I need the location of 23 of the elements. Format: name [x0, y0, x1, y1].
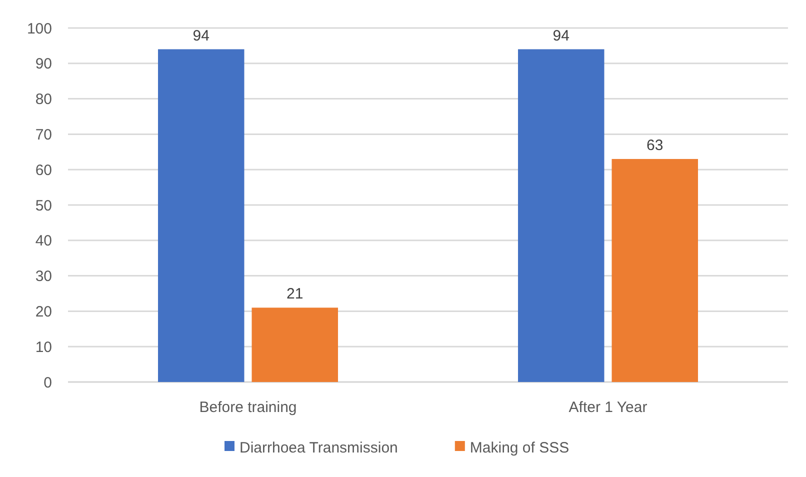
y-tick-label: 0 [44, 374, 52, 392]
y-tick-label: 20 [35, 303, 52, 320]
y-tick-label: 100 [26, 20, 52, 38]
y-tick-label: 50 [35, 197, 52, 214]
bar [252, 308, 338, 382]
data-label: 21 [286, 286, 304, 303]
y-tick-label: 90 [35, 56, 52, 73]
x-tick-label: After 1 Year [568, 399, 648, 416]
bar [158, 49, 244, 382]
y-tick-label: 40 [35, 232, 52, 250]
legend-label: Making of SSS [470, 439, 570, 456]
bar [518, 49, 604, 382]
y-tick-label: 60 [35, 162, 52, 179]
y-tick-label: 80 [35, 91, 52, 108]
x-tick-label: Before training [199, 399, 297, 416]
bar [612, 158, 698, 382]
y-tick-label: 30 [35, 268, 52, 286]
y-tick-label: 70 [35, 126, 52, 144]
data-label: 94 [552, 27, 570, 44]
y-tick-label: 10 [35, 338, 52, 356]
data-label: 94 [192, 27, 210, 44]
legend-label: Diarrhoea Transmission [240, 439, 398, 456]
data-label: 63 [646, 136, 664, 154]
